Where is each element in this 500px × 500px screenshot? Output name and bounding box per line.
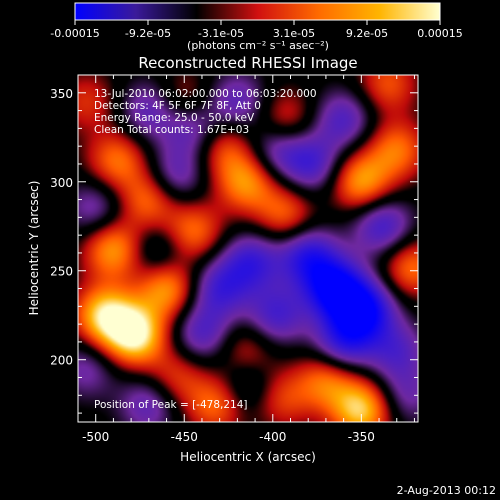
plot-frame [77, 74, 419, 423]
x-axis-label: Heliocentric X (arcsec) [180, 450, 316, 464]
y-tick-label: 200 [50, 354, 73, 368]
colorbar-tick-label: -3.1e-05 [198, 27, 244, 40]
x-tick-label: -400 [259, 430, 286, 444]
y-axis-ticks: 200 250 300 350 [50, 74, 418, 414]
annotation-time-range: 13-Jul-2010 06:02:00.000 to 06:03:20.000 [94, 88, 317, 100]
x-axis-ticks: -500 -450 -400 -350 [82, 75, 415, 444]
colorbar-tick-label: 3.1e-05 [273, 27, 315, 40]
heatmap-image [78, 75, 418, 422]
x-tick-label: -350 [348, 430, 375, 444]
colorbar-tick-label: 0.00015 [417, 27, 463, 40]
y-tick-label: 350 [50, 87, 73, 101]
colorbar-tick-label: 9.2e-05 [346, 27, 388, 40]
footer-date: 2-Aug-2013 00:12 [397, 484, 496, 497]
x-tick-label: -450 [171, 430, 198, 444]
y-tick-label: 250 [50, 265, 73, 279]
annotation-method: Clean Total counts: 1.67E+03 [94, 124, 249, 136]
chart-title: Reconstructed RHESSI Image [138, 54, 357, 72]
colorbar-tick-label: -0.00015 [50, 27, 99, 40]
annotation-peak-position: Position of Peak = [-478,214] [94, 399, 248, 411]
annotation-energy-range: Energy Range: 25.0 - 50.0 keV [94, 112, 255, 124]
colorbar-tick-labels: -0.00015 -9.2e-05 -3.1e-05 3.1e-05 9.2e-05 0.… [50, 27, 462, 40]
y-tick-label: 300 [50, 176, 73, 190]
colorbar [74, 2, 441, 21]
x-tick-label: -500 [82, 430, 109, 444]
annotation-detectors: Detectors: 4F 5F 6F 7F 8F, Att 0 [94, 100, 261, 112]
y-axis-label: Heliocentric Y (arcsec) [27, 181, 41, 316]
colorbar-ticks [74, 20, 441, 25]
colorbar-tick-label: -9.2e-05 [125, 27, 171, 40]
colorbar-unit-label: (photons cm⁻² s⁻¹ asec⁻²) [187, 39, 329, 52]
